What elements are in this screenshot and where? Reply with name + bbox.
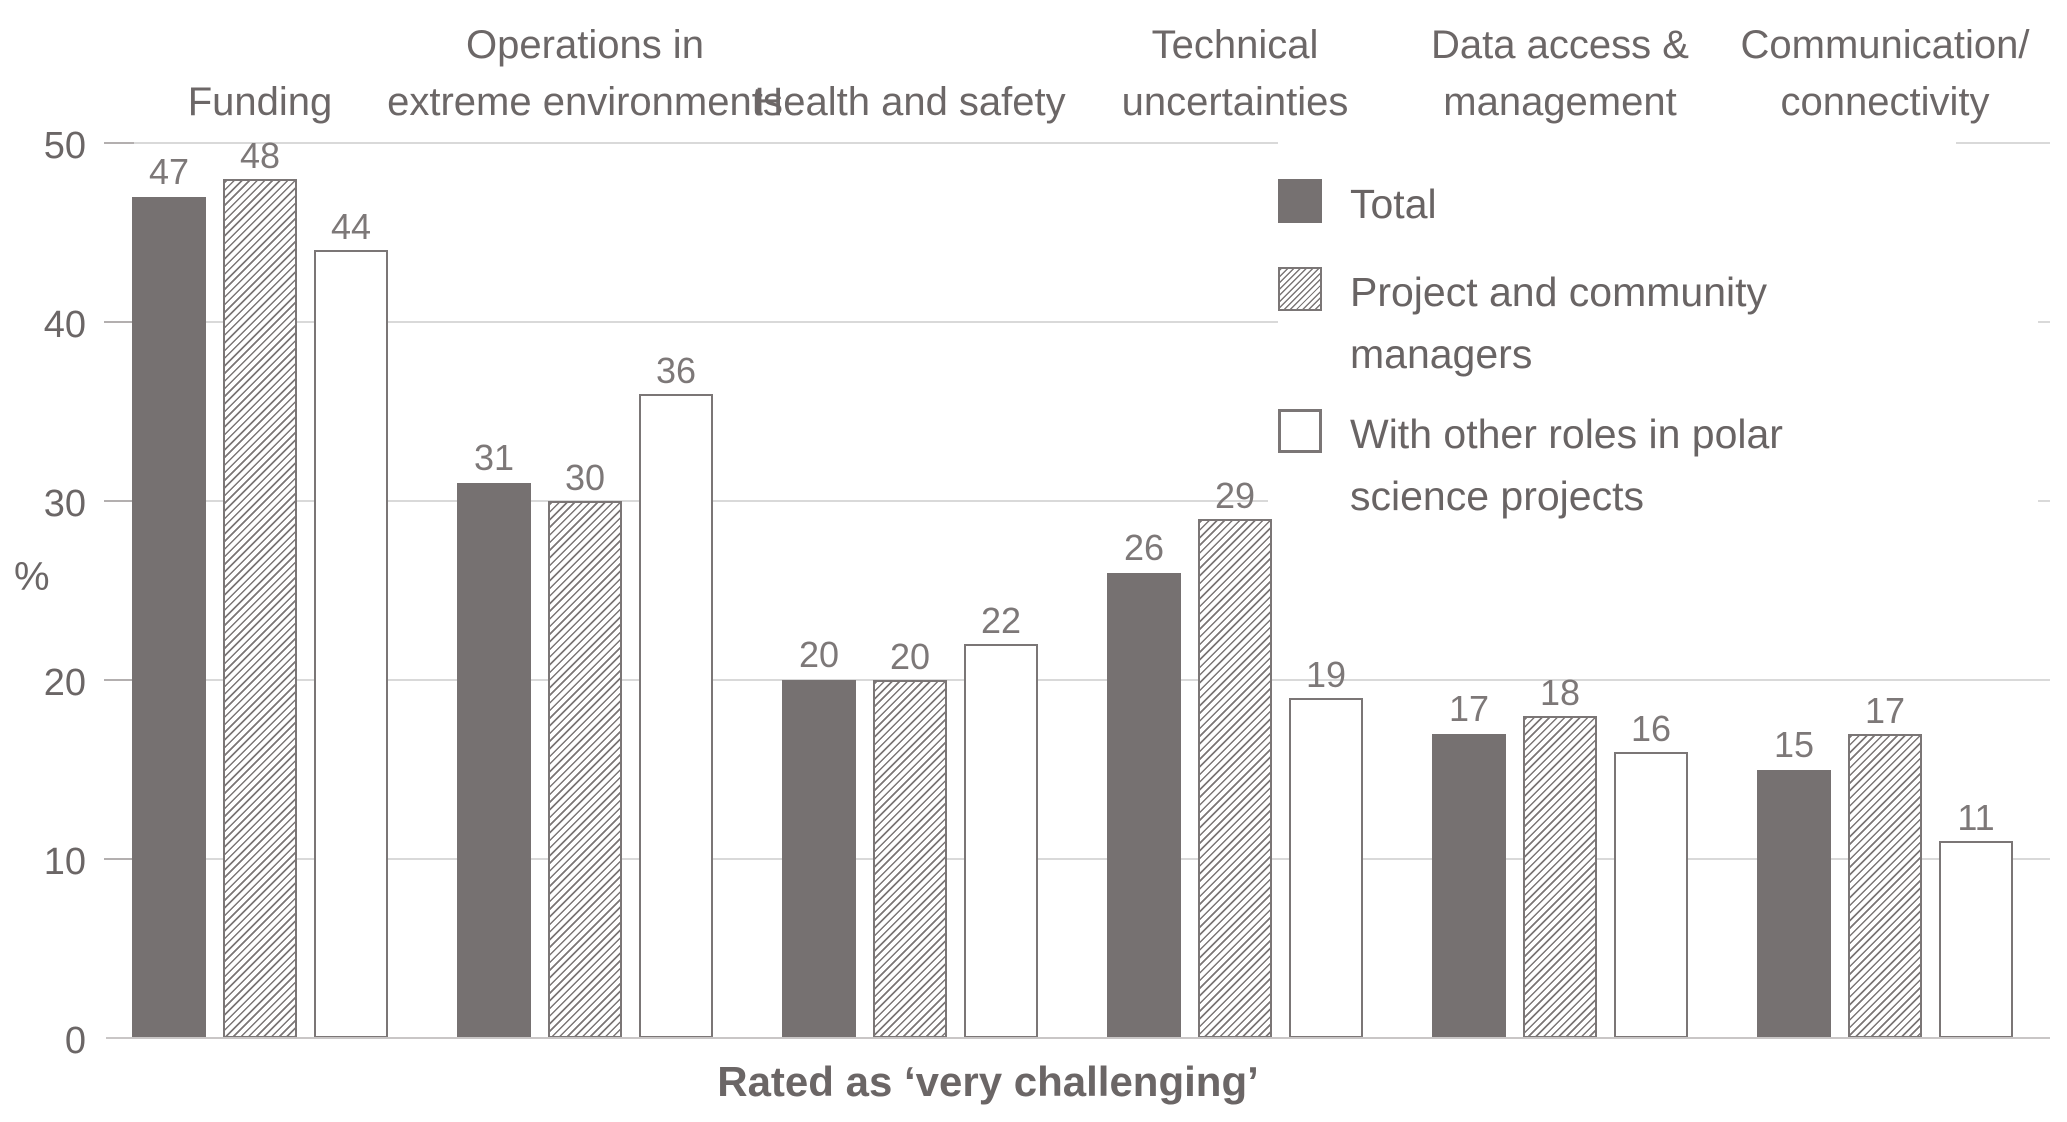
data-label: 15: [1773, 723, 1815, 765]
category-label: Operations in extreme environments: [387, 23, 783, 124]
bar-solid: 31: [457, 440, 531, 1038]
bar-solid: 47: [132, 153, 206, 1038]
gridline: [2038, 321, 2050, 323]
gridline: [1956, 142, 2050, 144]
bar-outline: 11: [1939, 800, 2013, 1038]
bar-group: 15 17 11: [1757, 692, 2013, 1038]
bar-hatched: 48: [223, 137, 297, 1038]
data-label: 19: [1305, 653, 1347, 695]
legend-item: With other roles in polar science projec…: [1278, 403, 1910, 527]
bar-group: 20 20 22: [782, 603, 1038, 1038]
data-label: 30: [564, 457, 606, 498]
legend-label: Project and community managers: [1350, 269, 1768, 377]
bar-group: 47 48 44: [132, 137, 388, 1038]
data-label: 31: [473, 437, 515, 479]
data-label: 22: [980, 600, 1022, 642]
category-label: Health and safety: [754, 80, 1066, 124]
bar-solid: 17: [1432, 690, 1506, 1038]
bar-hatched: 17: [1848, 692, 1922, 1038]
data-label: 26: [1123, 526, 1165, 568]
gridline: [106, 858, 2050, 860]
data-label: 11: [1957, 797, 1995, 839]
y-axis-tick: [104, 500, 134, 502]
data-label: 48: [239, 134, 281, 176]
gridline: [2038, 500, 2050, 502]
gridline: [106, 321, 1278, 323]
data-label: 20: [889, 636, 931, 677]
bar-hatched: 18: [1523, 674, 1597, 1038]
bar-group: 31 30 36: [457, 352, 713, 1038]
data-label: 16: [1630, 707, 1672, 749]
x-axis-line: [106, 1037, 2050, 1039]
data-label: 20: [798, 634, 840, 675]
gridline: [106, 679, 2050, 681]
category-label: Funding: [187, 80, 333, 124]
legend-swatch-solid: [1278, 179, 1322, 223]
bar-hatched: 20: [873, 639, 947, 1038]
gridline: [106, 142, 1278, 144]
legend-swatch-outline: [1278, 409, 1322, 453]
bar-solid: 26: [1107, 529, 1181, 1038]
bar-outline: 16: [1614, 710, 1688, 1038]
bar-outline: 22: [964, 603, 1038, 1038]
y-axis-tick: [104, 858, 134, 860]
bar-solid: 15: [1757, 726, 1831, 1038]
bar-group: 26 29 19: [1107, 477, 1363, 1038]
legend-label: Total: [1350, 181, 1437, 227]
y-axis-tick-label: 30: [43, 483, 86, 525]
x-axis-title: Rated as ‘very challenging’: [717, 1058, 1259, 1105]
bar-outline: 36: [639, 352, 713, 1038]
data-label: 44: [330, 206, 372, 248]
data-label: 17: [1864, 689, 1906, 731]
y-axis-tick-label: 50: [43, 125, 86, 167]
legend-swatch-hatched: [1278, 267, 1322, 311]
y-axis-tick-label: 20: [43, 662, 86, 704]
bar-group: 17 18 16: [1432, 674, 1688, 1038]
bar-hatched: 29: [1198, 477, 1272, 1038]
data-label: 36: [655, 349, 697, 391]
data-label: 29: [1214, 474, 1256, 516]
data-label: 18: [1539, 671, 1581, 713]
y-axis-label: %: [14, 555, 50, 599]
category-label: Data access & management: [1431, 23, 1689, 124]
category-label: Technical uncertainties: [1121, 23, 1349, 124]
y-axis-tick: [104, 321, 134, 323]
bar-solid: 20: [782, 637, 856, 1038]
legend-item: Project and community managers: [1278, 261, 1910, 385]
legend-label: With other roles in polar science projec…: [1350, 411, 1783, 519]
y-axis-tick-label: 40: [43, 304, 86, 346]
legend-item: Total: [1278, 173, 1437, 235]
y-axis-tick-label: 10: [43, 841, 86, 883]
bar-outline: 44: [314, 209, 388, 1038]
y-axis-tick-label: 0: [64, 1020, 86, 1062]
y-axis-tick: [104, 679, 134, 681]
category-label: Communication/ connectivity: [1740, 23, 2030, 124]
data-label: 17: [1448, 687, 1490, 729]
y-axis-tick: [104, 142, 134, 144]
data-label: 47: [148, 150, 190, 192]
bar-hatched: 30: [548, 460, 622, 1038]
bar-outline: 19: [1289, 656, 1363, 1038]
